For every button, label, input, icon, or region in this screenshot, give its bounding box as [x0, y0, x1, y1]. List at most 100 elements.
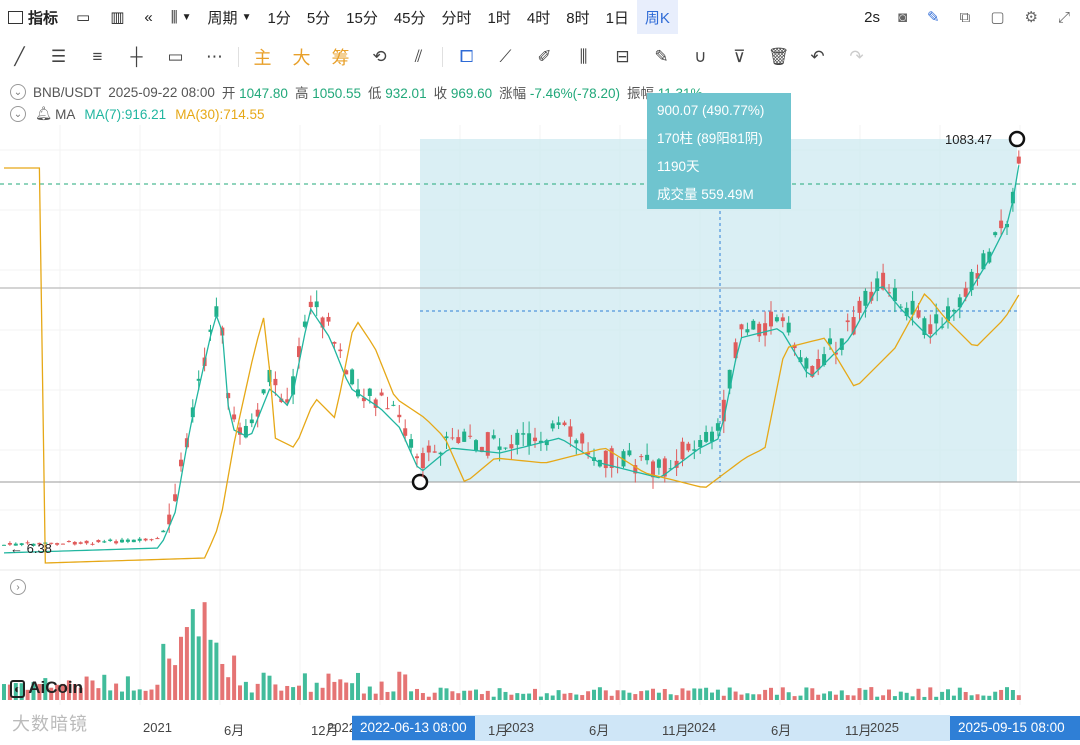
candle-body [238, 427, 242, 435]
range-end-tag: 2025-09-15 08:00 [950, 716, 1080, 740]
candle-body [326, 316, 331, 322]
volume-bar [179, 636, 183, 700]
candle-body [7, 543, 12, 545]
eraser-pen-icon[interactable]: ✐ [537, 47, 552, 66]
fullscreen-icon[interactable]: ⤢ [1057, 8, 1070, 26]
ruler-icon[interactable]: ⟋ [499, 47, 512, 66]
candle-body [957, 297, 962, 308]
trendline-icon[interactable]: ╱ [14, 47, 25, 66]
candle-body [403, 428, 408, 436]
volume-bar [13, 683, 18, 700]
sync-draw-icon[interactable]: ⟲ [372, 47, 387, 66]
candle-body [232, 414, 237, 420]
tick-label: 6月 [224, 723, 245, 738]
note-edit-icon[interactable]: ✎ [654, 47, 669, 66]
lock-icon[interactable]: ⊟ [615, 47, 630, 66]
rewind-icon[interactable]: « [144, 8, 153, 26]
refresh-rate[interactable]: 2s [864, 8, 880, 26]
more-icon[interactable]: ⋯ [206, 47, 223, 66]
candle-body [249, 419, 254, 424]
candle-body [981, 253, 986, 270]
volume-bar [161, 643, 166, 700]
camera-icon[interactable]: ◙ [897, 8, 908, 26]
volume-bar [456, 693, 461, 700]
candle-body [704, 431, 709, 442]
magnet-icon[interactable]: ∪ [694, 47, 707, 66]
candle-body [503, 447, 508, 449]
settings-icon[interactable]: ⚙ [1024, 9, 1038, 26]
volume-bar [155, 684, 160, 700]
pen-icon[interactable]: ✎ [927, 9, 940, 26]
candle-body [208, 329, 213, 332]
ma7-value: MA(7):916.21 [84, 106, 167, 122]
chevron-down-icon: ▼ [181, 11, 192, 23]
tab-period-4h[interactable]: 4时 [526, 9, 551, 27]
filter-icon[interactable]: ⊽ [733, 47, 746, 66]
tab-period-1m[interactable]: 1分 [267, 9, 291, 27]
divider [238, 47, 239, 67]
collapse-icon[interactable]: ⌄ [10, 106, 26, 122]
candle-body [763, 323, 768, 336]
time-axis[interactable]: 2021 6月 12月 2022 1月 2023 6月 11月 2024 6月 … [0, 715, 1080, 741]
tab-period-1d[interactable]: 1日 [605, 9, 629, 27]
volume-bar [202, 602, 207, 700]
divider [442, 47, 443, 67]
calendar-icon[interactable]: ▭ [76, 9, 91, 26]
main-chart-button[interactable]: 主 [253, 48, 272, 68]
volume-bar [544, 693, 549, 700]
volume-bar [851, 695, 856, 700]
candle-body [255, 409, 260, 417]
candle-body [698, 440, 703, 448]
cursor-copy-icon[interactable]: ⧠ [459, 47, 474, 66]
tab-period-5m[interactable]: 5分 [306, 9, 331, 27]
volume-bar [792, 696, 797, 700]
indicators-button[interactable]: 指标 [0, 0, 66, 34]
volume-bar [869, 687, 874, 700]
rectangle-icon[interactable]: ▭ [167, 47, 184, 66]
volume-bar [881, 695, 886, 700]
candle-body [887, 292, 891, 294]
volume-bar [715, 689, 720, 700]
candles-icon[interactable]: ⫼ [579, 47, 588, 66]
tab-period-45m[interactable]: 45分 [393, 9, 426, 27]
period-dropdown[interactable]: 周期 ▼ [200, 0, 260, 34]
candle-body [420, 453, 425, 469]
change-value: -7.46%(-78.20) [529, 86, 620, 101]
expand-window-icon[interactable]: ⧉ [959, 8, 971, 26]
tab-period-timeshare[interactable]: 分时 [441, 9, 472, 27]
parallel-lines-icon[interactable]: ☰ [50, 47, 67, 66]
candle-body [857, 300, 862, 313]
candle-body [562, 422, 567, 426]
layout-icon[interactable]: ▥ [110, 9, 125, 26]
candle-body [674, 460, 679, 468]
trash-icon[interactable]: 🗑 [767, 47, 790, 66]
collapse-icon[interactable]: ⌄ [10, 84, 26, 100]
candle-body [798, 357, 803, 363]
redo-icon[interactable]: ↷ [849, 47, 864, 66]
candle-body [934, 314, 939, 324]
measure-lines-icon[interactable]: ⫽ [414, 47, 423, 66]
tab-period-weekly[interactable]: 周K [636, 0, 678, 34]
candle-body [769, 311, 773, 327]
tab-period-15m[interactable]: 15分 [346, 9, 378, 27]
candle-body [686, 443, 691, 451]
volume-bar [444, 688, 449, 700]
bell-icon[interactable]: 🔔︎ [35, 106, 53, 121]
chip-distribution-button[interactable]: 筹 [331, 48, 350, 68]
big-order-button[interactable]: 大 [292, 48, 311, 68]
tab-period-8h[interactable]: 8时 [566, 9, 590, 27]
volume-bar [651, 688, 655, 700]
volume-bar [574, 694, 579, 700]
candle-body [1005, 223, 1009, 228]
tab-period-1h[interactable]: 1时 [487, 9, 511, 27]
square-icon[interactable]: ▢ [990, 9, 1005, 26]
candle-type-button[interactable]: ⫼ ▼ [163, 0, 200, 34]
undo-icon[interactable]: ↶ [810, 47, 825, 66]
volume-bar [143, 690, 148, 700]
volume-bar [19, 683, 24, 700]
candle-body [338, 349, 343, 352]
candle-body [474, 440, 478, 451]
channel-icon[interactable]: ≡ [92, 47, 103, 66]
volume-collapse-icon[interactable]: › [10, 579, 26, 595]
horizontal-line-icon[interactable]: ┼ [130, 47, 143, 66]
